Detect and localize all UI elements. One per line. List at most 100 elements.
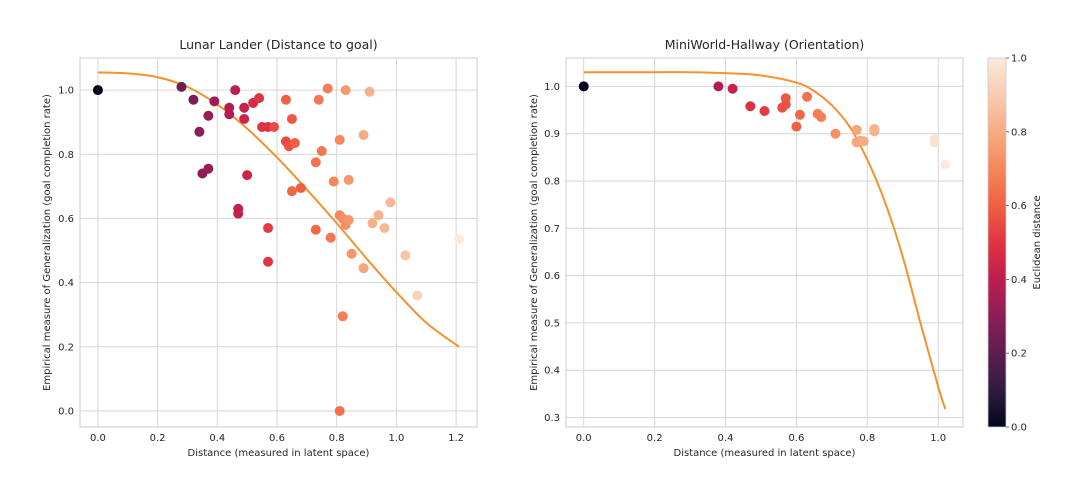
y-tick-label: 0.5 <box>544 318 560 329</box>
data-point <box>316 146 327 157</box>
data-point <box>188 94 199 105</box>
data-point <box>364 86 375 97</box>
data-point <box>295 182 306 193</box>
y-tick-label: 0.9 <box>544 129 560 140</box>
data-point <box>759 105 770 116</box>
colorbar-tick-label: 0.0 <box>1011 423 1027 434</box>
data-point <box>289 138 300 149</box>
data-point <box>869 126 880 137</box>
data-point <box>263 256 274 267</box>
data-point <box>858 136 869 147</box>
lunar-lander-chart: 0.0 0.2 0.4 0.6 0.8 1.0 1.20.00.20.40.60.81.0 … <box>42 37 478 459</box>
y-tick-label: 0.6 <box>58 214 74 225</box>
data-point <box>713 81 724 92</box>
colorbar-tick-label: 0.2 <box>1011 349 1027 360</box>
colorbar-gradient <box>987 57 1007 428</box>
data-point <box>346 248 357 259</box>
data-point <box>334 405 345 416</box>
miniworld-hallway-chart: 0.0 0.2 0.4 0.6 0.8 1.0 0.3 0.4 0.5 0.6 0.7 0.8 0.9 1… <box>529 37 964 459</box>
y-tick-label: 1.0 <box>58 86 74 97</box>
data-point <box>385 197 396 208</box>
x-tick-label: 0.0 <box>90 433 106 444</box>
grid <box>80 58 477 427</box>
data-point <box>343 174 354 185</box>
data-point <box>578 81 589 92</box>
x-tick-label: 0.4 <box>718 433 734 444</box>
data-point <box>791 121 802 132</box>
x-tick-label: 0.0 <box>576 433 592 444</box>
plot-area <box>79 57 478 428</box>
colorbar-tick-label: 0.6 <box>1011 201 1027 212</box>
tick-labels: 0.0 0.2 0.4 0.6 0.8 1.0 0.3 0.4 0.5 0.6 0.7 0.8 0.9 1… <box>544 82 946 444</box>
x-axis-label: Distance (measured in latent space) <box>674 448 856 459</box>
colorbar-tick-label: 0.8 <box>1011 127 1027 138</box>
data-point <box>176 81 187 92</box>
x-tick-label: 0.8 <box>859 433 875 444</box>
data-point <box>263 223 274 234</box>
data-point <box>334 134 345 145</box>
data-point <box>367 218 378 229</box>
data-point <box>412 290 423 301</box>
x-tick-label: 0.6 <box>269 433 285 444</box>
data-point <box>337 311 348 322</box>
y-tick-label: 0.3 <box>544 413 560 424</box>
chart-title: MiniWorld-Hallway (Orientation) <box>665 37 865 52</box>
colorbar-ticks: 0.0 0.2 0.4 0.6 0.8 1.0 <box>1006 54 1027 434</box>
data-point <box>400 250 411 261</box>
data-point <box>340 85 351 96</box>
colorbar-tick-label: 1.0 <box>1011 54 1027 65</box>
tick-labels: 0.0 0.2 0.4 0.6 0.8 1.0 1.2 0.0 0.2 0.4 0.6 0.8 1.0 <box>58 86 464 444</box>
data-point <box>233 208 244 219</box>
data-point <box>358 130 369 141</box>
data-point <box>280 94 291 105</box>
y-axis-label: Empirical measure of Generalization (goa… <box>529 94 540 391</box>
scatter-points <box>578 81 951 170</box>
data-point <box>780 99 791 110</box>
scatter-points <box>92 81 465 416</box>
data-point <box>254 93 265 104</box>
data-point <box>745 101 756 112</box>
x-tick-label: 0.4 <box>209 433 225 444</box>
data-point <box>269 121 280 132</box>
y-tick-label: 0.4 <box>58 278 74 289</box>
x-tick-label: 0.2 <box>647 433 663 444</box>
data-point <box>239 113 250 124</box>
x-axis-label: Distance (measured in latent space) <box>188 448 370 459</box>
y-axis-label: Empirical measure of Generalization (goa… <box>42 94 53 391</box>
data-point <box>203 110 214 121</box>
colorbar: 0.0 0.2 0.4 0.6 0.8 1.0 Euclidean distance <box>987 54 1043 434</box>
plot-area <box>565 57 964 428</box>
data-point <box>325 232 336 243</box>
data-point <box>929 134 940 145</box>
chart-title: Lunar Lander (Distance to goal) <box>179 37 377 52</box>
data-point <box>358 263 369 274</box>
data-point <box>830 128 841 139</box>
data-point <box>794 109 805 120</box>
data-point <box>209 96 220 107</box>
data-point <box>328 176 339 187</box>
data-point <box>313 94 324 105</box>
data-point <box>816 112 827 123</box>
data-point <box>343 215 354 226</box>
y-tick-label: 0.4 <box>544 366 560 377</box>
colorbar-tick-label: 0.4 <box>1011 275 1027 286</box>
y-tick-label: 0.7 <box>544 224 560 235</box>
data-point <box>310 224 321 235</box>
x-tick-label: 0.2 <box>150 433 166 444</box>
data-point <box>286 186 297 197</box>
x-tick-label: 1.0 <box>388 433 404 444</box>
y-tick-label: 0.2 <box>58 342 74 353</box>
y-tick-label: 0.8 <box>58 150 74 161</box>
fit-curve <box>583 71 947 410</box>
grid <box>566 58 963 427</box>
y-tick-label: 0.6 <box>544 271 560 282</box>
data-point <box>242 170 253 181</box>
data-point <box>379 223 390 234</box>
data-point <box>454 234 465 245</box>
data-point <box>940 159 951 170</box>
y-tick-label: 1.0 <box>544 82 560 93</box>
x-tick-label: 0.8 <box>329 433 345 444</box>
x-tick-label: 0.6 <box>788 433 804 444</box>
data-point <box>851 124 862 135</box>
